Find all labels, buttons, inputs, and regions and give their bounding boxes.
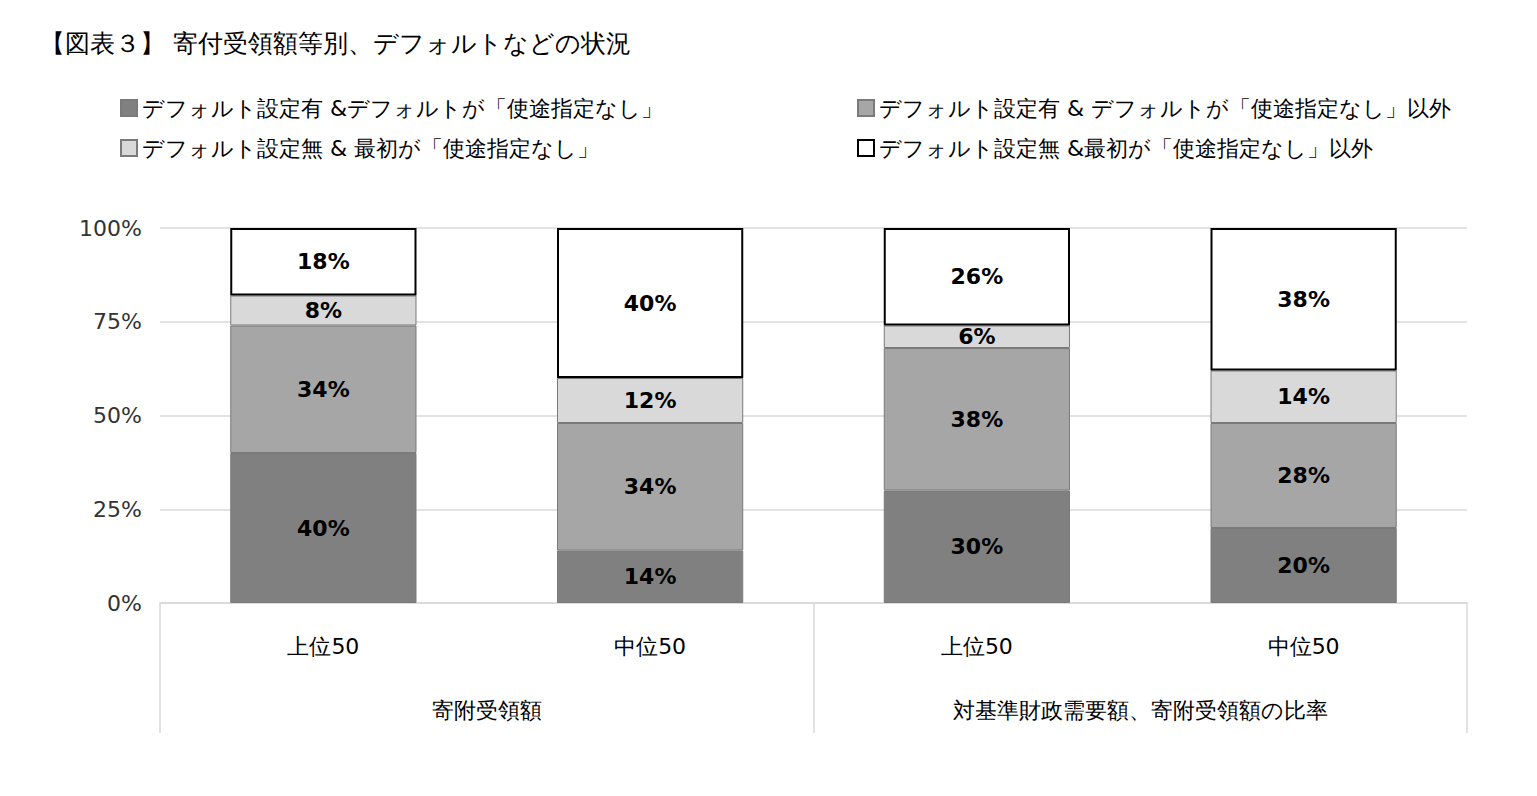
svg-text:38%: 38%: [951, 407, 1004, 432]
svg-text:34%: 34%: [624, 474, 677, 499]
svg-text:12%: 12%: [624, 388, 677, 413]
svg-text:0%: 0%: [107, 591, 142, 616]
svg-text:14%: 14%: [1277, 384, 1330, 409]
svg-text:30%: 30%: [951, 534, 1004, 559]
svg-text:25%: 25%: [93, 497, 142, 522]
svg-text:デフォルト設定無 & 最初が「使途指定なし」: デフォルト設定無 & 最初が「使途指定なし」: [142, 136, 599, 161]
svg-text:中位50: 中位50: [1268, 634, 1340, 659]
svg-text:デフォルト設定有 &デフォルトが「使途指定なし」: デフォルト設定有 &デフォルトが「使途指定なし」: [142, 96, 663, 121]
svg-text:上位50: 上位50: [287, 634, 359, 659]
svg-text:6%: 6%: [958, 324, 995, 349]
svg-text:38%: 38%: [1277, 287, 1330, 312]
svg-text:寄附受領額: 寄附受領額: [432, 698, 542, 723]
svg-text:中位50: 中位50: [614, 634, 686, 659]
svg-text:100%: 100%: [79, 216, 142, 241]
svg-text:50%: 50%: [93, 403, 142, 428]
svg-text:40%: 40%: [297, 516, 350, 541]
svg-text:18%: 18%: [297, 249, 350, 274]
svg-text:上位50: 上位50: [941, 634, 1013, 659]
svg-text:40%: 40%: [624, 291, 677, 316]
svg-text:対基準財政需要額、寄附受領額の比率: 対基準財政需要額、寄附受領額の比率: [953, 698, 1328, 723]
svg-text:26%: 26%: [951, 264, 1004, 289]
svg-text:8%: 8%: [305, 298, 342, 323]
svg-text:【図表３】 寄付受領額等別、デフォルトなどの状況: 【図表３】 寄付受領額等別、デフォルトなどの状況: [40, 29, 631, 58]
svg-text:75%: 75%: [93, 309, 142, 334]
svg-text:20%: 20%: [1277, 553, 1330, 578]
svg-text:14%: 14%: [624, 564, 677, 589]
svg-text:34%: 34%: [297, 377, 350, 402]
svg-text:デフォルト設定無 &最初が「使途指定なし」以外: デフォルト設定無 &最初が「使途指定なし」以外: [879, 136, 1373, 161]
svg-text:デフォルト設定有 & デフォルトが「使途指定なし」以外: デフォルト設定有 & デフォルトが「使途指定なし」以外: [879, 96, 1451, 121]
svg-text:28%: 28%: [1277, 463, 1330, 488]
